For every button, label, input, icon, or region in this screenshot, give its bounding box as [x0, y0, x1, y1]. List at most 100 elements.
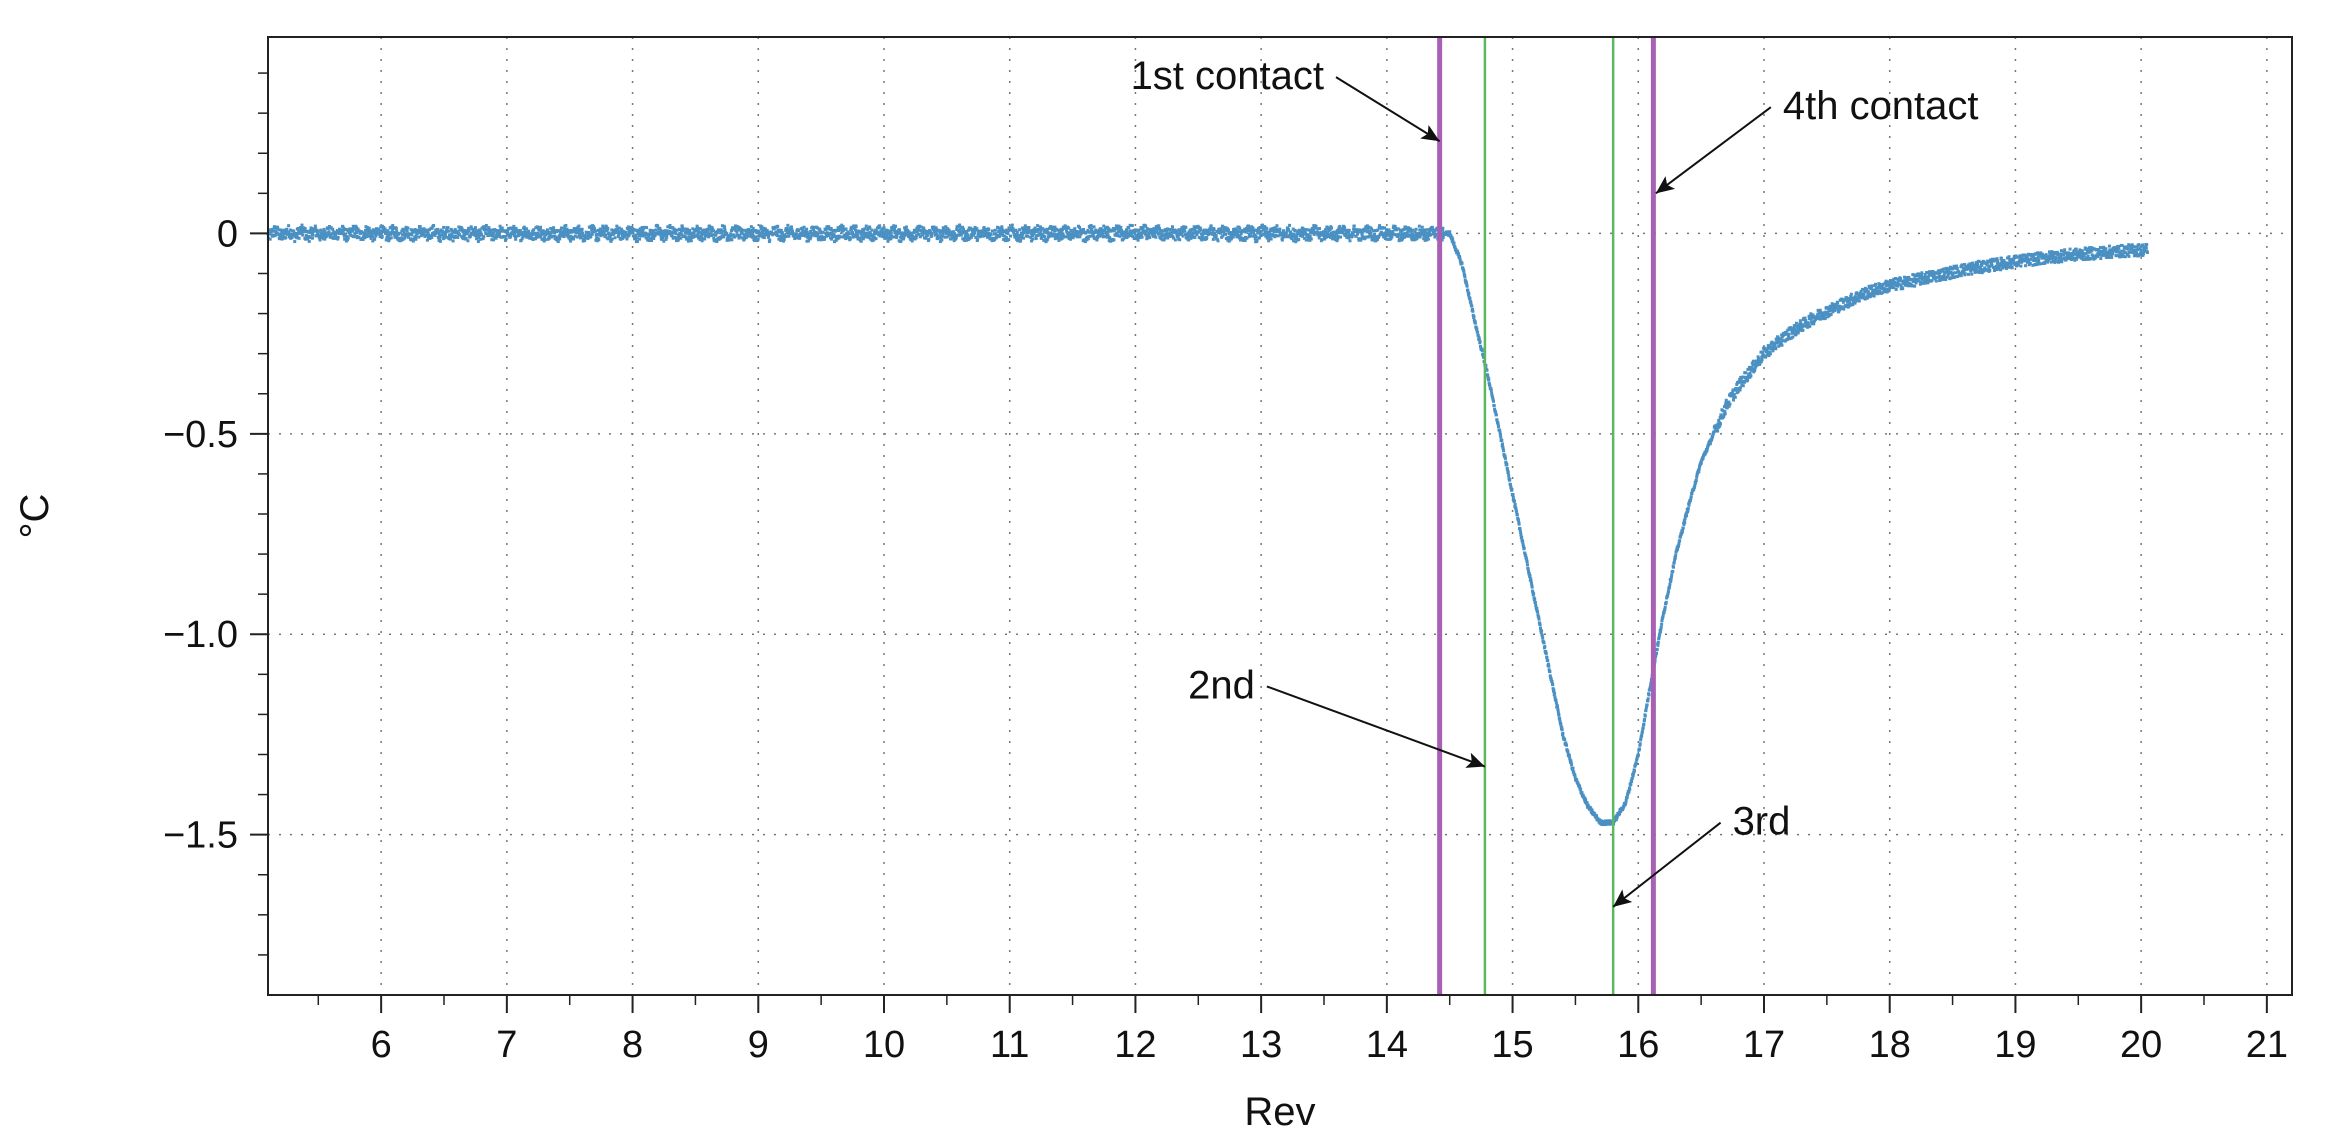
data-point — [668, 225, 672, 229]
data-point — [853, 233, 857, 237]
data-point — [1561, 735, 1565, 739]
data-point — [1441, 228, 1445, 232]
data-point — [1823, 316, 1827, 320]
data-point — [619, 231, 623, 235]
data-point — [1784, 330, 1788, 334]
data-point — [601, 226, 605, 230]
data-point — [962, 231, 966, 235]
data-point — [767, 240, 771, 244]
data-point — [943, 230, 947, 234]
data-point — [1425, 235, 1429, 239]
data-point — [475, 229, 479, 233]
data-point — [819, 238, 823, 242]
data-point — [295, 233, 299, 237]
data-point — [549, 226, 553, 230]
data-point — [877, 226, 881, 230]
data-point — [303, 229, 307, 233]
data-point — [1677, 542, 1681, 546]
data-point — [1361, 230, 1365, 234]
data-point — [1593, 812, 1597, 816]
data-point — [1418, 235, 1422, 239]
data-point — [1511, 493, 1515, 497]
data-point — [821, 230, 825, 234]
data-point — [1133, 231, 1137, 235]
data-point — [296, 231, 300, 235]
data-point — [615, 224, 619, 228]
data-point — [730, 238, 734, 242]
data-point — [1139, 232, 1143, 236]
data-point — [1231, 235, 1235, 239]
data-point — [290, 235, 294, 239]
data-point — [2023, 253, 2027, 257]
data-point — [1538, 626, 1542, 630]
data-point — [1216, 239, 1220, 243]
data-point — [2041, 253, 2045, 257]
data-point — [365, 235, 369, 239]
data-point — [1063, 235, 1067, 239]
data-point — [414, 234, 418, 238]
data-point — [677, 237, 681, 241]
data-point — [1116, 234, 1120, 238]
data-point — [990, 229, 994, 233]
data-point — [2056, 252, 2060, 256]
data-point — [1462, 269, 1466, 273]
data-point — [1456, 252, 1460, 256]
data-point — [1714, 428, 1718, 432]
data-point — [1176, 234, 1180, 238]
data-point — [320, 230, 324, 234]
data-point — [762, 236, 766, 240]
data-point — [973, 225, 977, 229]
data-point — [1276, 234, 1280, 238]
data-point — [1278, 227, 1282, 231]
data-point — [1092, 225, 1096, 229]
data-point — [507, 227, 511, 231]
data-point — [1546, 658, 1550, 662]
data-point — [1976, 262, 1980, 266]
data-point — [1004, 230, 1008, 234]
data-point — [1322, 234, 1326, 238]
data-point — [795, 234, 799, 238]
data-point — [1690, 491, 1694, 495]
data-point — [336, 237, 340, 241]
data-point — [1241, 237, 1245, 241]
data-point — [982, 226, 986, 230]
data-point — [1791, 329, 1795, 333]
data-point — [1294, 240, 1298, 244]
data-point — [691, 227, 695, 231]
data-point — [433, 233, 437, 237]
data-point — [513, 229, 517, 233]
data-point — [1487, 381, 1491, 385]
data-point — [1632, 769, 1636, 773]
data-point — [1766, 344, 1770, 348]
data-point — [1716, 429, 1720, 433]
data-point — [449, 227, 453, 231]
data-point — [1376, 228, 1380, 232]
data-point — [1836, 301, 1840, 305]
data-point — [1872, 288, 1876, 292]
data-point — [581, 234, 585, 238]
data-point — [1719, 413, 1723, 417]
data-point — [644, 226, 648, 230]
data-point — [935, 232, 939, 236]
data-point — [733, 235, 737, 239]
data-point — [456, 235, 460, 239]
data-point — [1554, 701, 1558, 705]
data-point — [1848, 300, 1852, 304]
data-point — [1295, 234, 1299, 238]
data-point — [1346, 234, 1350, 238]
data-point — [377, 227, 381, 231]
data-point — [373, 231, 377, 235]
data-point — [1147, 233, 1151, 237]
data-point — [985, 234, 989, 238]
data-point — [680, 224, 684, 228]
data-point — [384, 238, 388, 242]
data-point — [636, 232, 640, 236]
data-point — [292, 231, 296, 235]
data-point — [1465, 284, 1469, 288]
data-point — [1415, 237, 1419, 241]
data-point — [285, 232, 289, 236]
data-point — [1586, 803, 1590, 807]
data-point — [476, 231, 480, 235]
data-point — [380, 235, 384, 239]
data-point — [603, 226, 607, 230]
